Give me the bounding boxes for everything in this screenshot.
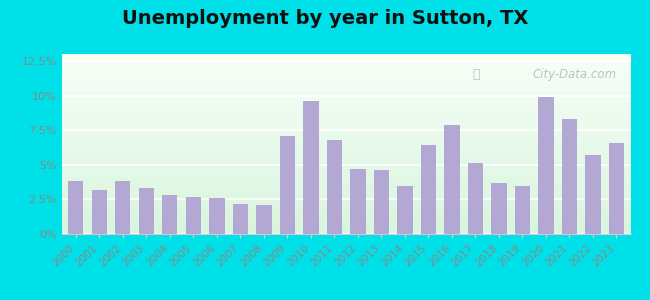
Bar [233, 203, 248, 234]
Text: City-Data.com: City-Data.com [532, 68, 616, 81]
Bar [421, 146, 436, 234]
Bar [350, 169, 365, 234]
Bar [186, 196, 201, 234]
Bar [538, 97, 554, 234]
Bar [280, 136, 295, 234]
Bar [68, 182, 83, 234]
Bar [374, 170, 389, 234]
Bar [115, 182, 131, 234]
Bar [609, 142, 624, 234]
Bar [162, 195, 177, 234]
Bar [397, 185, 413, 234]
Bar [209, 198, 224, 234]
Bar [444, 124, 460, 234]
Bar [138, 188, 154, 234]
Bar [256, 205, 272, 234]
Bar [562, 119, 577, 234]
Bar [585, 155, 601, 234]
Bar [468, 164, 483, 234]
Text: ⓘ: ⓘ [473, 68, 480, 80]
Text: Unemployment by year in Sutton, TX: Unemployment by year in Sutton, TX [122, 9, 528, 28]
Bar [515, 185, 530, 234]
Bar [327, 140, 342, 234]
Bar [304, 101, 318, 234]
Bar [92, 190, 107, 234]
Bar [491, 183, 506, 234]
